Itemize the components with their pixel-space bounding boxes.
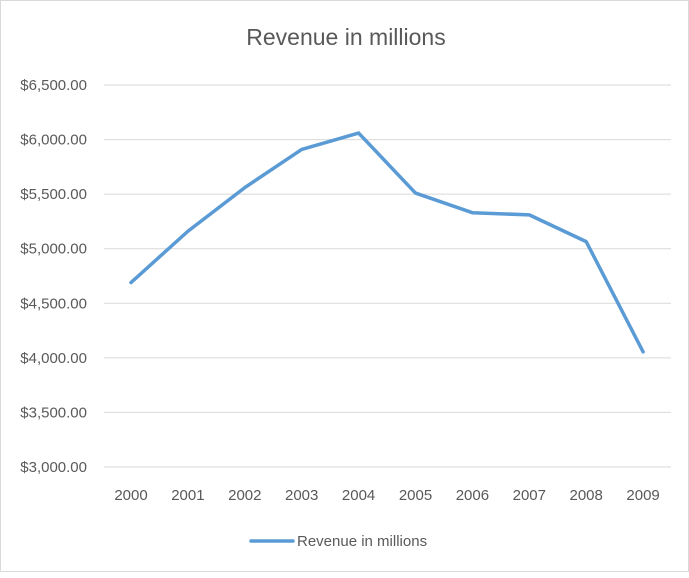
chart-title: Revenue in millions <box>246 24 445 50</box>
x-tick-label: 2009 <box>626 487 659 504</box>
legend-label: Revenue in millions <box>297 533 427 550</box>
x-tick-label: 2004 <box>342 487 375 504</box>
y-tick-label: $3,000.00 <box>20 459 87 476</box>
x-tick-label: 2008 <box>570 487 603 504</box>
y-tick-label: $4,500.00 <box>20 295 87 312</box>
x-tick-label: 2007 <box>513 487 546 504</box>
y-tick-label: $5,000.00 <box>20 241 87 258</box>
y-tick-label: $4,000.00 <box>20 350 87 367</box>
x-tick-label: 2002 <box>228 487 261 504</box>
x-tick-label: 2006 <box>456 487 489 504</box>
y-tick-label: $6,000.00 <box>20 132 87 149</box>
series-line <box>131 133 643 352</box>
x-tick-label: 2003 <box>285 487 318 504</box>
x-tick-label: 2001 <box>171 487 204 504</box>
y-tick-label: $6,500.00 <box>20 77 87 94</box>
y-tick-label: $3,500.00 <box>20 404 87 421</box>
x-tick-label: 2000 <box>114 487 147 504</box>
x-tick-label: 2005 <box>399 487 432 504</box>
y-tick-label: $5,500.00 <box>20 186 87 203</box>
legend: Revenue in millions <box>251 533 427 550</box>
